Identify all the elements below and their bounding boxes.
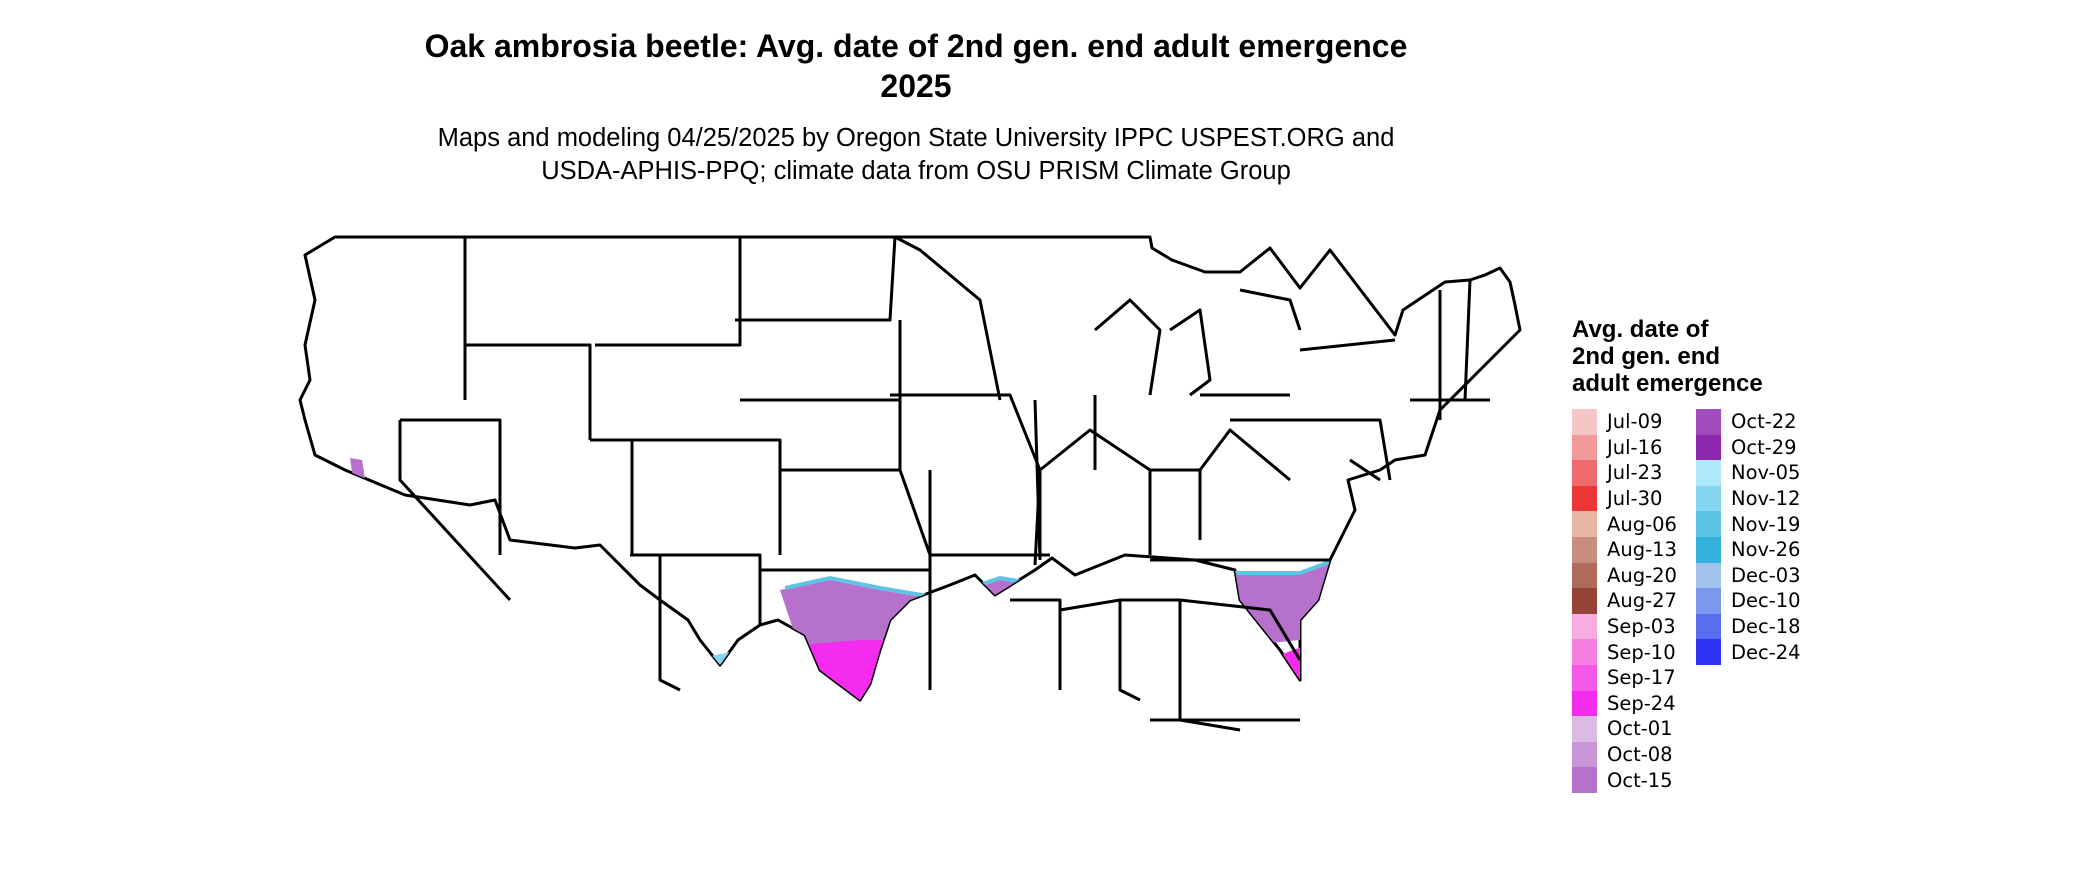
legend-item: Sep-03	[1572, 613, 1696, 640]
legend-label: Aug-20	[1607, 563, 1677, 587]
legend-swatch	[1572, 741, 1597, 768]
map-title-line1: Oak ambrosia beetle: Avg. date of 2nd ge…	[424, 28, 1408, 64]
zone-sw-aug	[480, 600, 620, 700]
legend-label: Aug-06	[1607, 512, 1677, 536]
legend-swatch	[1572, 767, 1597, 793]
map-subtitle: Maps and modeling 04/25/2025 by Oregon S…	[0, 122, 1832, 188]
zone-aug	[770, 720, 1240, 850]
legend-swatch	[1572, 613, 1597, 640]
legend-swatch	[1572, 460, 1597, 486]
map-title-line2: 2025	[880, 68, 952, 104]
legend-label: Jul-23	[1607, 461, 1663, 485]
legend-title: Avg. date of 2nd gen. end adult emergenc…	[1572, 316, 1763, 397]
legend-swatch	[1696, 613, 1721, 640]
legend-swatch	[1572, 588, 1597, 614]
legend-label: Nov-19	[1731, 512, 1801, 536]
legend-label: Oct-01	[1607, 717, 1673, 741]
legend-swatch	[1696, 485, 1721, 512]
legend-swatch	[1572, 485, 1597, 512]
legend-swatch	[1696, 460, 1721, 486]
legend-item: Oct-29	[1696, 434, 1820, 461]
legend-columns: Jul-09 Jul-16 Jul-23 Jul-30 Aug-06 Aug-13 Aug-…	[1572, 409, 1820, 793]
legend-item: Oct-08	[1572, 741, 1696, 768]
legend-item: Jul-16	[1572, 434, 1696, 461]
legend-item: Aug-20	[1572, 562, 1696, 589]
legend-item: Nov-05	[1696, 460, 1820, 486]
map-title: Oak ambrosia beetle: Avg. date of 2nd ge…	[0, 26, 1832, 106]
legend-swatch	[1572, 536, 1597, 563]
legend-label: Sep-10	[1607, 640, 1676, 664]
legend-item: Aug-06	[1572, 511, 1696, 537]
legend-swatch	[1572, 716, 1597, 742]
zone-florida	[1180, 740, 1262, 880]
state-boundaries	[398, 235, 1490, 732]
legend-column-2: Oct-22 Oct-29 Nov-05 Nov-12 Nov-19 Nov-26 Dec-…	[1696, 409, 1820, 793]
legend-label: Jul-30	[1607, 487, 1663, 511]
legend-swatch	[1696, 409, 1721, 435]
legend-swatch	[1572, 690, 1597, 717]
legend-item: Oct-22	[1696, 409, 1820, 435]
zone-nm-fringe	[640, 650, 760, 690]
legend-label: Oct-22	[1731, 410, 1797, 434]
legend-item: Sep-10	[1572, 639, 1696, 665]
legend-item: Nov-12	[1696, 485, 1820, 512]
legend-label: Jul-16	[1607, 435, 1663, 459]
legend-swatch	[1572, 434, 1597, 461]
legend-label: Oct-29	[1731, 435, 1797, 459]
zone-ca-purple	[395, 550, 425, 600]
legend-swatch	[1696, 588, 1721, 614]
legend-swatch	[1696, 434, 1721, 461]
legend-item: Jul-23	[1572, 460, 1696, 486]
legend-item: Sep-24	[1572, 690, 1696, 717]
legend-label: Sep-24	[1607, 691, 1676, 715]
legend-item: Dec-10	[1696, 588, 1820, 614]
legend-label: Nov-26	[1731, 538, 1801, 562]
legend-item: Aug-13	[1572, 536, 1696, 563]
legend: Avg. date of 2nd gen. end adult emergenc…	[1572, 316, 1820, 793]
legend-column-1: Jul-09 Jul-16 Jul-23 Jul-30 Aug-06 Aug-13 Aug-…	[1572, 409, 1696, 793]
legend-label: Dec-10	[1731, 589, 1801, 613]
legend-label: Oct-08	[1607, 743, 1673, 767]
zone-jul-texas	[800, 780, 880, 850]
legend-item: Jul-09	[1572, 409, 1696, 435]
legend-label: Aug-27	[1607, 589, 1677, 613]
legend-item: Dec-24	[1696, 639, 1820, 665]
legend-label: Nov-12	[1731, 487, 1801, 511]
legend-label: Dec-03	[1731, 563, 1801, 587]
legend-swatch	[1696, 639, 1721, 665]
map-subtitle-line2: USDA-APHIS-PPQ; climate data from OSU PR…	[541, 157, 1291, 185]
legend-label: Nov-05	[1731, 461, 1801, 485]
us-map	[298, 235, 1522, 880]
legend-swatch	[1572, 409, 1597, 435]
legend-item: Nov-19	[1696, 511, 1820, 537]
legend-swatch	[1572, 511, 1597, 537]
legend-label: Oct-15	[1607, 768, 1673, 792]
legend-label: Sep-03	[1607, 615, 1676, 639]
us-landmass	[298, 235, 1522, 702]
legend-item: Dec-03	[1696, 562, 1820, 589]
legend-swatch	[1696, 511, 1721, 537]
zone-sw-red	[450, 585, 505, 650]
map-subtitle-line1: Maps and modeling 04/25/2025 by Oregon S…	[437, 124, 1395, 152]
legend-item: Oct-01	[1572, 716, 1696, 742]
zone-florida-red	[1228, 830, 1258, 875]
legend-item: Sep-17	[1572, 664, 1696, 691]
legend-swatch	[1696, 536, 1721, 563]
legend-label: Jul-09	[1607, 410, 1663, 434]
legend-item: Jul-30	[1572, 485, 1696, 512]
legend-label: Sep-17	[1607, 666, 1676, 690]
legend-label: Dec-24	[1731, 640, 1801, 664]
legend-swatch	[1572, 562, 1597, 589]
legend-item: Nov-26	[1696, 536, 1820, 563]
legend-item: Dec-18	[1696, 613, 1820, 640]
legend-label: Dec-18	[1731, 615, 1801, 639]
legend-swatch	[1572, 664, 1597, 691]
legend-swatch	[1572, 639, 1597, 665]
legend-item: Aug-27	[1572, 588, 1696, 614]
legend-item: Oct-15	[1572, 767, 1696, 793]
legend-swatch	[1696, 562, 1721, 589]
legend-label: Aug-13	[1607, 538, 1677, 562]
